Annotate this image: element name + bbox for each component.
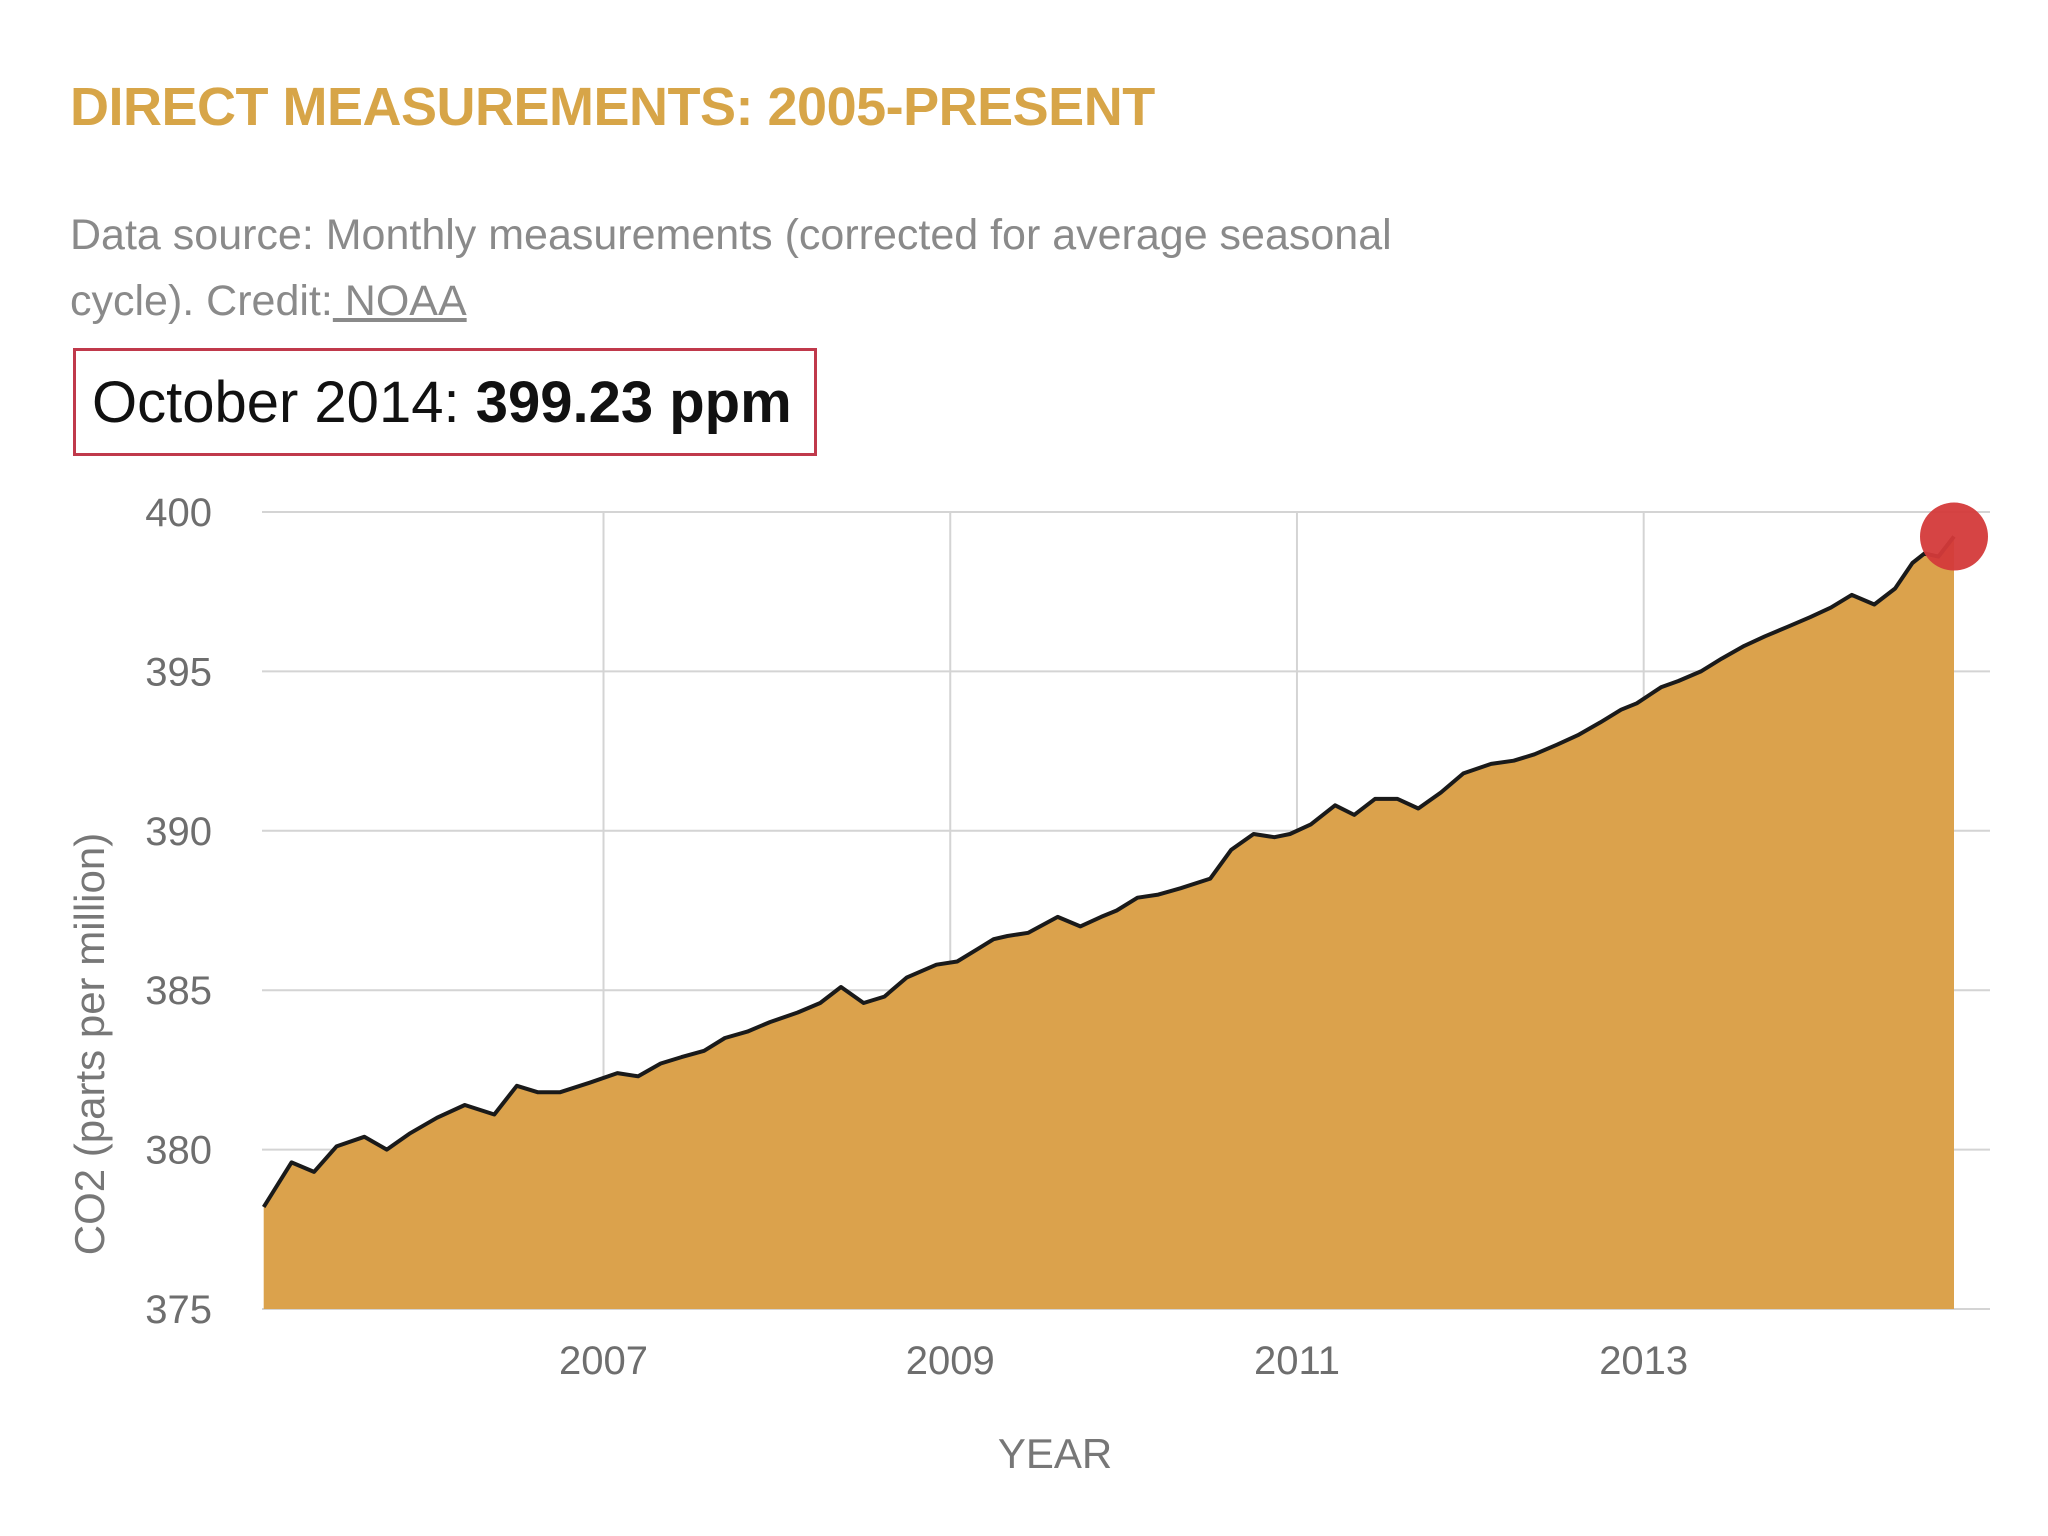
y-tick-label-390: 390 (145, 810, 212, 854)
x-tick-label-2013: 2013 (1599, 1339, 1688, 1383)
data-source-text: Data source: Monthly measurements (corre… (70, 211, 1392, 325)
readout-date: October 2014: (92, 369, 460, 435)
y-tick-label-375: 375 (145, 1288, 212, 1332)
chart-title: DIRECT MEASUREMENTS: 2005-PRESENT (70, 77, 1155, 137)
y-tick-label-380: 380 (145, 1129, 212, 1173)
current-value-readout: October 2014: 399.23 ppm (73, 348, 817, 456)
area-layer (262, 502, 1988, 1309)
y-tick-label-395: 395 (145, 650, 212, 694)
axis-ticks: 375 380 385 390 395 400 2007 2009 2011 2013 (145, 491, 1688, 1383)
co2-series-line (262, 535, 1956, 1209)
y-axis-label: CO2 (parts per million) (66, 833, 113, 1255)
y-tick-label-385: 385 (145, 969, 212, 1013)
latest-value-marker (1920, 502, 1988, 571)
noaa-credit-link[interactable]: NOAA (332, 277, 467, 325)
readout-value: 399.23 ppm (475, 369, 792, 435)
x-tick-label-2011: 2011 (1254, 1339, 1340, 1383)
x-axis-label: YEAR (998, 1430, 1112, 1477)
y-tick-label-400: 400 (145, 491, 212, 535)
co2-area-fill (263, 536, 1955, 1309)
x-tick-label-2009: 2009 (906, 1339, 995, 1383)
data-source-note: Data source: Monthly measurements (corre… (70, 202, 1470, 334)
x-tick-label-2007: 2007 (559, 1339, 648, 1383)
